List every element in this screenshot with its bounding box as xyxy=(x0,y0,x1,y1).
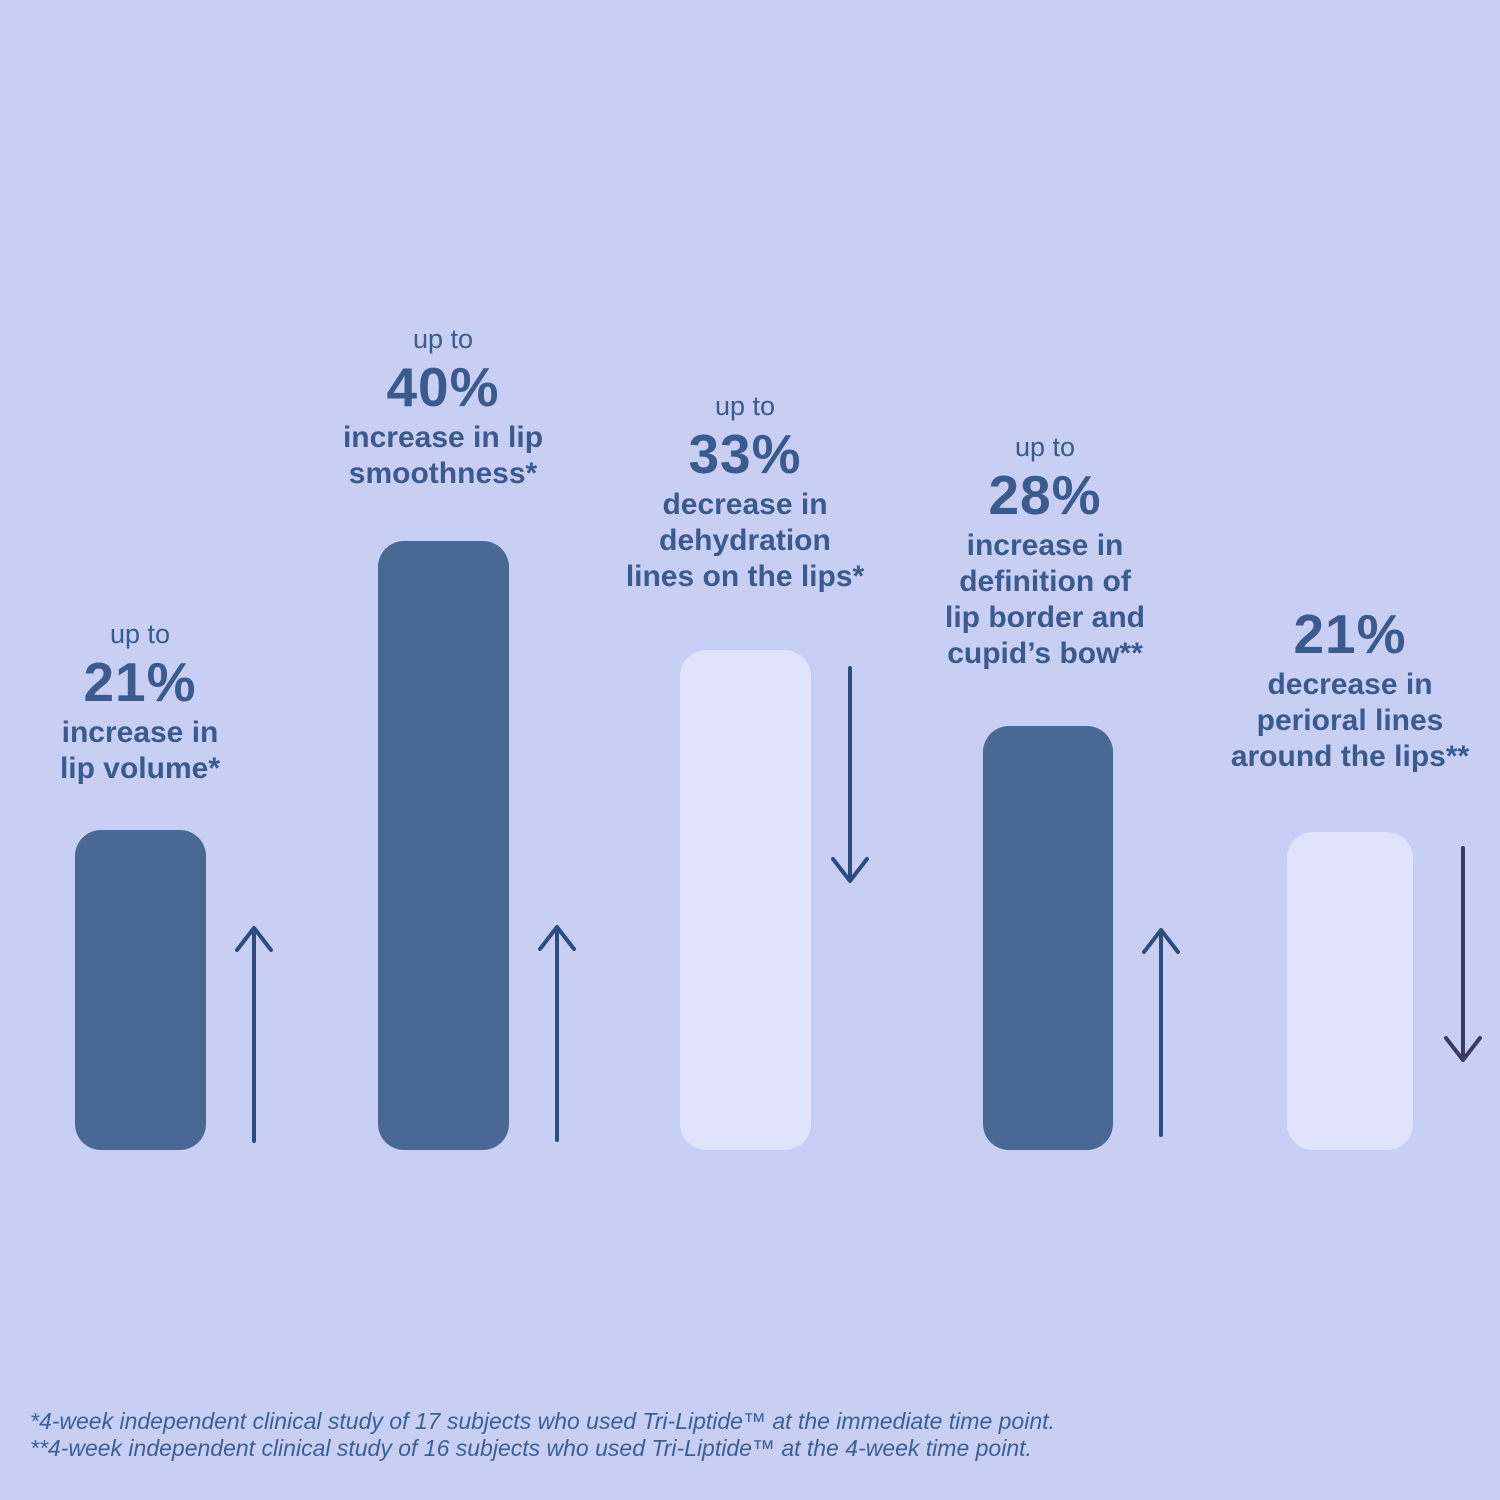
stat-percentage: 21% xyxy=(83,651,197,713)
footnote-2: **4-week independent clinical study of 1… xyxy=(30,1435,1032,1461)
bar-lip-smoothness xyxy=(378,541,509,1150)
bar-perioral-lines xyxy=(1287,832,1413,1150)
footnote-1: *4-week independent clinical study of 17… xyxy=(30,1408,1055,1434)
up-arrow-icon xyxy=(1142,928,1180,1137)
bar-lip-volume xyxy=(75,830,206,1150)
stat-label-lip-volume: up to 21% increase in lip volume* xyxy=(0,619,300,787)
stat-description: decrease in perioral lines around the li… xyxy=(1230,668,1470,773)
stat-qualifier: up to xyxy=(714,391,776,421)
footnotes: *4-week independent clinical study of 17… xyxy=(30,1408,1055,1462)
bar-dehydration-lines xyxy=(680,650,811,1150)
stat-percentage: 40% xyxy=(386,356,500,418)
stat-percentage: 28% xyxy=(988,464,1102,526)
stat-qualifier: up to xyxy=(1014,432,1076,462)
stat-percentage: 33% xyxy=(688,423,802,485)
up-arrow-icon xyxy=(235,926,273,1143)
down-arrow-icon xyxy=(831,666,869,883)
stat-label-lip-border: up to 28% increase in definition of lip … xyxy=(885,432,1205,672)
stat-label-dehydration-lines: up to 33% decrease in dehydration lines … xyxy=(585,391,905,595)
stat-percentage: 21% xyxy=(1293,603,1407,665)
stat-label-lip-smoothness: up to 40% increase in lip smoothness* xyxy=(283,324,603,492)
stat-qualifier: up to xyxy=(109,619,171,649)
up-arrow-icon xyxy=(538,925,576,1142)
down-arrow-icon xyxy=(1444,846,1482,1062)
stat-label-perioral-lines: 21% decrease in perioral lines around th… xyxy=(1190,601,1500,775)
stat-description: increase in definition of lip border and… xyxy=(944,529,1145,670)
bar-lip-border-definition xyxy=(983,726,1113,1150)
stat-description: increase in lip volume* xyxy=(59,716,221,785)
stat-description: increase in lip smoothness* xyxy=(342,421,544,490)
stat-description: decrease in dehydration lines on the lip… xyxy=(625,488,865,593)
stat-qualifier: up to xyxy=(412,324,474,354)
